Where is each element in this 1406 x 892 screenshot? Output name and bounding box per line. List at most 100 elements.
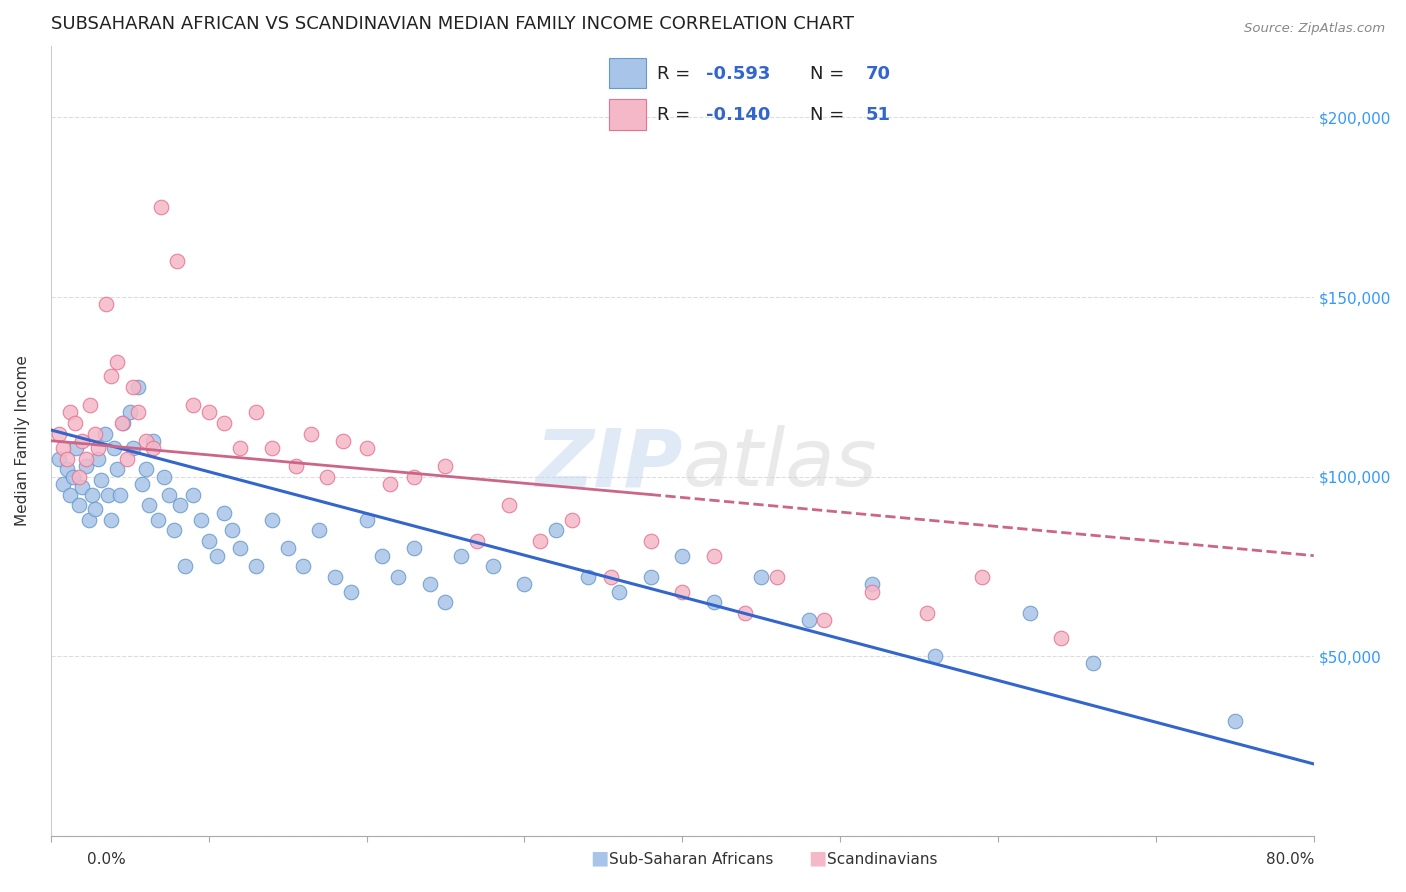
Point xyxy=(323,570,346,584)
Point xyxy=(260,441,283,455)
Point xyxy=(87,451,110,466)
FancyBboxPatch shape xyxy=(609,99,645,129)
Point xyxy=(142,441,165,455)
Point xyxy=(48,426,70,441)
Text: N =: N = xyxy=(810,105,849,124)
Point xyxy=(529,534,551,549)
Point xyxy=(52,441,75,455)
Point xyxy=(181,398,204,412)
Text: ■: ■ xyxy=(591,848,609,867)
Point xyxy=(797,613,820,627)
Point xyxy=(434,595,457,609)
Point xyxy=(181,487,204,501)
Point xyxy=(316,469,339,483)
Point xyxy=(100,513,122,527)
Point xyxy=(482,559,505,574)
Y-axis label: Median Family Income: Median Family Income xyxy=(15,355,30,526)
Point xyxy=(93,426,115,441)
Point xyxy=(148,513,170,527)
Point xyxy=(640,534,662,549)
Point xyxy=(299,426,322,441)
Point xyxy=(860,577,883,591)
Text: atlas: atlas xyxy=(682,425,877,503)
Text: Sub-Saharan Africans: Sub-Saharan Africans xyxy=(609,852,773,867)
Point xyxy=(640,570,662,584)
Point xyxy=(214,416,236,430)
Point xyxy=(138,499,160,513)
Point xyxy=(62,469,84,483)
Point xyxy=(260,513,283,527)
Point xyxy=(749,570,772,584)
Point xyxy=(860,584,883,599)
Point xyxy=(371,549,394,563)
Text: R =: R = xyxy=(657,105,696,124)
Point xyxy=(52,476,75,491)
Point xyxy=(229,441,252,455)
Point xyxy=(972,570,994,584)
Point xyxy=(214,506,236,520)
Point xyxy=(65,441,87,455)
Text: 80.0%: 80.0% xyxy=(1267,852,1315,867)
Point xyxy=(607,584,630,599)
Point xyxy=(118,405,141,419)
Point xyxy=(103,441,125,455)
Text: ■: ■ xyxy=(808,848,827,867)
Point xyxy=(55,451,77,466)
Point xyxy=(915,606,938,620)
Point xyxy=(67,499,90,513)
Point xyxy=(402,469,425,483)
Point xyxy=(561,513,583,527)
Point xyxy=(221,524,243,538)
Point xyxy=(498,499,520,513)
Point xyxy=(465,534,488,549)
Point xyxy=(127,405,149,419)
Point xyxy=(402,541,425,556)
Point xyxy=(284,458,307,473)
Point xyxy=(197,534,219,549)
Point xyxy=(190,513,212,527)
Point xyxy=(1050,632,1073,646)
Point xyxy=(94,297,117,311)
Text: 51: 51 xyxy=(866,105,891,124)
Point xyxy=(387,570,409,584)
Point xyxy=(734,606,756,620)
Point xyxy=(105,462,128,476)
Text: 70: 70 xyxy=(866,64,891,83)
Point xyxy=(77,513,100,527)
Point xyxy=(59,405,82,419)
Point xyxy=(63,416,86,430)
Point xyxy=(110,487,132,501)
Point xyxy=(111,416,134,430)
Text: N =: N = xyxy=(810,64,849,83)
Point xyxy=(229,541,252,556)
Point xyxy=(813,613,835,627)
Point xyxy=(87,441,110,455)
Point xyxy=(308,524,330,538)
Point xyxy=(671,549,693,563)
Point xyxy=(122,441,145,455)
Point xyxy=(332,434,354,448)
Point xyxy=(1018,606,1040,620)
Point xyxy=(924,649,946,664)
Point xyxy=(166,254,188,268)
Point xyxy=(75,451,97,466)
Point xyxy=(55,462,77,476)
Point xyxy=(105,354,128,368)
Point xyxy=(127,380,149,394)
Text: Scandinavians: Scandinavians xyxy=(827,852,938,867)
Point xyxy=(1223,714,1246,728)
Point xyxy=(72,434,94,448)
Point xyxy=(112,416,135,430)
Point xyxy=(576,570,599,584)
Point xyxy=(75,458,97,473)
Point xyxy=(419,577,441,591)
Point xyxy=(292,559,315,574)
Point xyxy=(600,570,623,584)
Point xyxy=(48,451,70,466)
Point xyxy=(450,549,472,563)
Point xyxy=(766,570,789,584)
Point xyxy=(131,476,153,491)
Point xyxy=(59,487,82,501)
Point xyxy=(157,487,180,501)
Point xyxy=(513,577,536,591)
